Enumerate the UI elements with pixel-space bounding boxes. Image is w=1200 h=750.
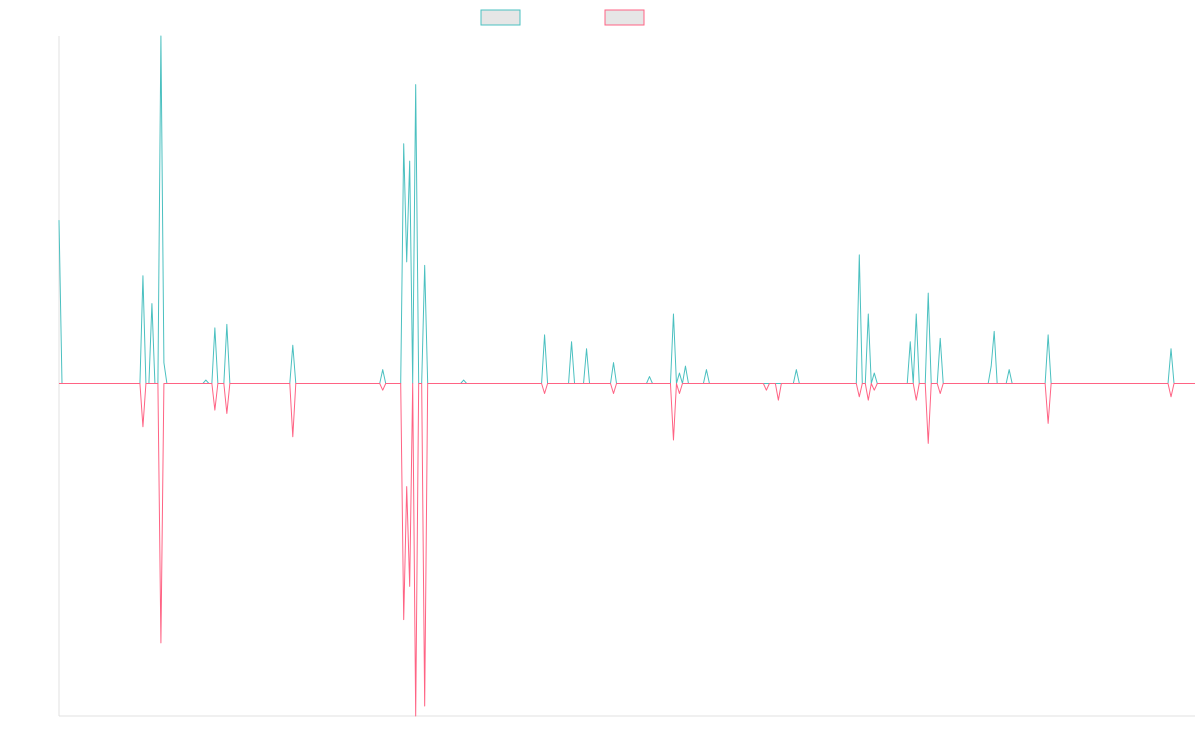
- legend-item-1: [480, 9, 521, 26]
- axes: [58, 36, 1195, 717]
- legend-swatch-1: [480, 9, 521, 26]
- legend-item-2: [604, 9, 645, 26]
- series-2-line: [59, 383, 1195, 717]
- legend-swatch-2: [604, 9, 645, 26]
- series-layer: [58, 35, 1195, 717]
- series-1-line: [58, 35, 1195, 384]
- legend: [480, 9, 645, 26]
